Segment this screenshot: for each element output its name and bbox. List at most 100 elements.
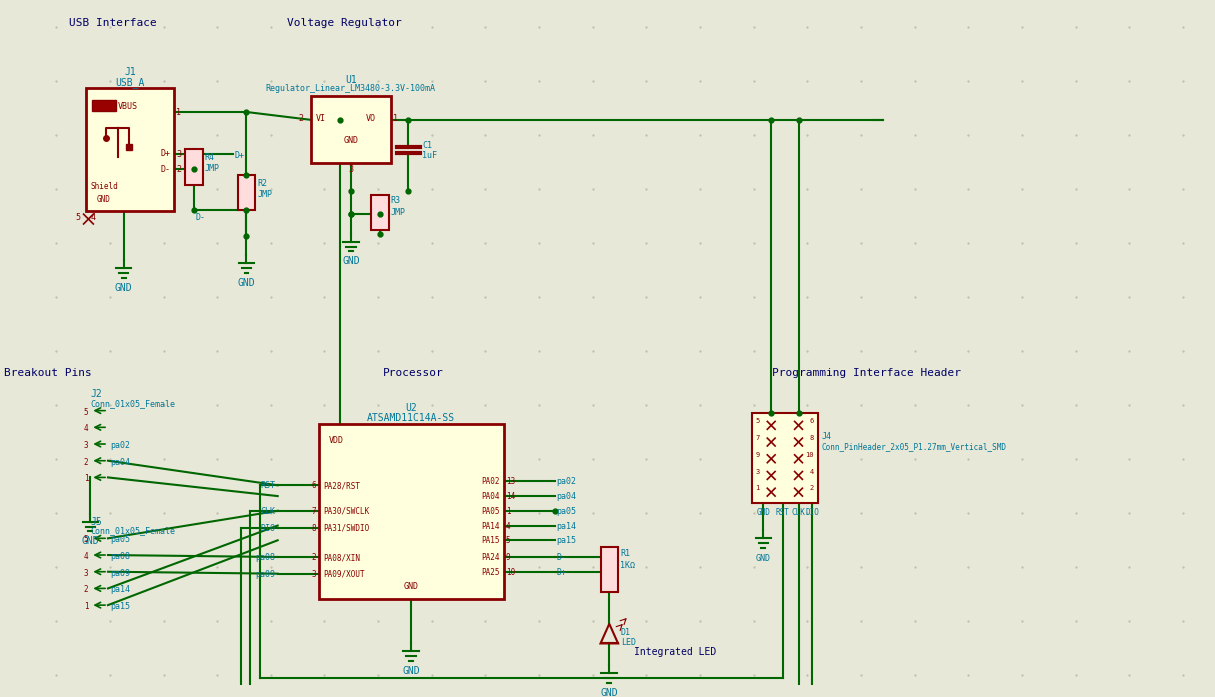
Text: PA15: PA15 <box>481 537 501 545</box>
Text: PA02: PA02 <box>481 477 501 487</box>
Text: PA28/RST: PA28/RST <box>323 482 361 491</box>
Text: GND: GND <box>81 537 100 546</box>
Text: 6: 6 <box>810 418 814 424</box>
Text: 3: 3 <box>84 441 89 450</box>
Text: ATSAMD11C14A-SS: ATSAMD11C14A-SS <box>367 413 456 422</box>
Text: 1: 1 <box>84 602 89 611</box>
Text: 4: 4 <box>84 424 89 434</box>
Text: 4: 4 <box>84 552 89 561</box>
Text: 1uF: 1uF <box>422 151 437 160</box>
Text: JMP: JMP <box>204 164 220 173</box>
Text: USB_A: USB_A <box>115 77 145 88</box>
Text: R1: R1 <box>620 549 631 558</box>
Text: R3: R3 <box>391 197 401 206</box>
Text: 3: 3 <box>84 569 89 578</box>
Text: 5: 5 <box>505 537 510 545</box>
Text: 3: 3 <box>176 151 181 160</box>
Bar <box>752 413 818 503</box>
Text: 4: 4 <box>505 521 510 530</box>
Text: pa09: pa09 <box>109 569 130 578</box>
Text: GND: GND <box>756 554 770 563</box>
Text: 4: 4 <box>810 468 814 475</box>
Text: Conn_01x05_Female: Conn_01x05_Female <box>90 526 175 535</box>
Text: PA09/XOUT: PA09/XOUT <box>323 569 366 579</box>
Text: 8: 8 <box>311 523 316 533</box>
Text: D-: D- <box>196 213 205 222</box>
Text: GND: GND <box>344 135 358 144</box>
Text: 7: 7 <box>756 435 759 441</box>
Text: D-: D- <box>160 165 170 174</box>
Text: CLK: CLK <box>261 507 276 516</box>
Text: PA08/XIN: PA08/XIN <box>323 553 361 562</box>
Text: VDD: VDD <box>329 436 344 445</box>
Text: GND: GND <box>600 688 618 697</box>
Text: pa14: pa14 <box>556 521 577 530</box>
Bar <box>372 194 389 230</box>
Text: 14: 14 <box>505 492 515 501</box>
Text: USB Interface: USB Interface <box>69 17 157 28</box>
Text: CLK: CLK <box>792 508 806 517</box>
Text: pa14: pa14 <box>109 585 130 595</box>
Bar <box>86 89 174 211</box>
Text: PA05: PA05 <box>481 507 501 516</box>
Text: pa15: pa15 <box>109 602 130 611</box>
Text: 4: 4 <box>90 213 96 222</box>
Text: 5: 5 <box>756 418 759 424</box>
Text: Conn_PinHeader_2x05_P1.27mm_Vertical_SMD: Conn_PinHeader_2x05_P1.27mm_Vertical_SMD <box>821 442 1007 451</box>
Text: D+: D+ <box>234 151 244 160</box>
Text: 5: 5 <box>84 408 89 417</box>
Text: PA14: PA14 <box>481 521 501 530</box>
Text: 2: 2 <box>84 458 89 467</box>
Text: 1: 1 <box>756 485 759 491</box>
Text: JMP: JMP <box>391 208 406 217</box>
Text: VI: VI <box>316 114 326 123</box>
Text: PA25: PA25 <box>481 568 501 577</box>
Text: pa02: pa02 <box>109 441 130 450</box>
Text: pa15: pa15 <box>556 537 577 545</box>
Text: D-: D- <box>556 553 566 562</box>
Text: GND: GND <box>403 581 419 590</box>
Text: pa08: pa08 <box>255 553 276 562</box>
Text: 2: 2 <box>810 485 814 491</box>
Bar <box>600 547 618 592</box>
Bar <box>318 424 504 599</box>
Text: Shield: Shield <box>90 182 118 191</box>
Text: Conn_01x05_Female: Conn_01x05_Female <box>90 399 175 408</box>
Text: pa02: pa02 <box>556 477 577 487</box>
Text: pa08: pa08 <box>109 552 130 561</box>
Text: GND: GND <box>341 256 360 266</box>
Text: DIO: DIO <box>261 523 276 533</box>
Text: D+: D+ <box>160 149 170 158</box>
Text: pa05: pa05 <box>556 507 577 516</box>
Text: 5: 5 <box>84 535 89 544</box>
Text: 1: 1 <box>392 114 397 123</box>
Text: DIO: DIO <box>806 508 819 517</box>
Text: J2: J2 <box>90 389 102 399</box>
Text: 5: 5 <box>75 213 80 222</box>
Text: Processor: Processor <box>383 369 443 378</box>
Text: pa05: pa05 <box>109 535 130 544</box>
Text: J5: J5 <box>90 516 102 527</box>
Text: U1: U1 <box>345 75 357 84</box>
Text: GND: GND <box>402 666 420 676</box>
Text: 1: 1 <box>505 507 510 516</box>
Text: GND: GND <box>114 283 132 293</box>
Text: C1: C1 <box>422 141 433 151</box>
Text: 9: 9 <box>756 452 759 458</box>
Text: JMP: JMP <box>258 190 272 199</box>
Text: pa04: pa04 <box>109 458 130 467</box>
Text: 10: 10 <box>505 568 515 577</box>
Text: 2: 2 <box>84 585 89 595</box>
Text: 2: 2 <box>311 553 316 562</box>
Text: D+: D+ <box>556 568 566 577</box>
Text: PA30/SWCLK: PA30/SWCLK <box>323 507 369 516</box>
Text: 6: 6 <box>311 482 316 491</box>
Bar <box>92 100 115 111</box>
Text: 1: 1 <box>176 108 181 117</box>
Text: 8: 8 <box>810 435 814 441</box>
Text: 2: 2 <box>176 165 181 174</box>
Text: pa09: pa09 <box>255 569 276 579</box>
Text: PA04: PA04 <box>481 492 501 501</box>
Text: 3: 3 <box>311 569 316 579</box>
Text: 3: 3 <box>349 165 354 174</box>
